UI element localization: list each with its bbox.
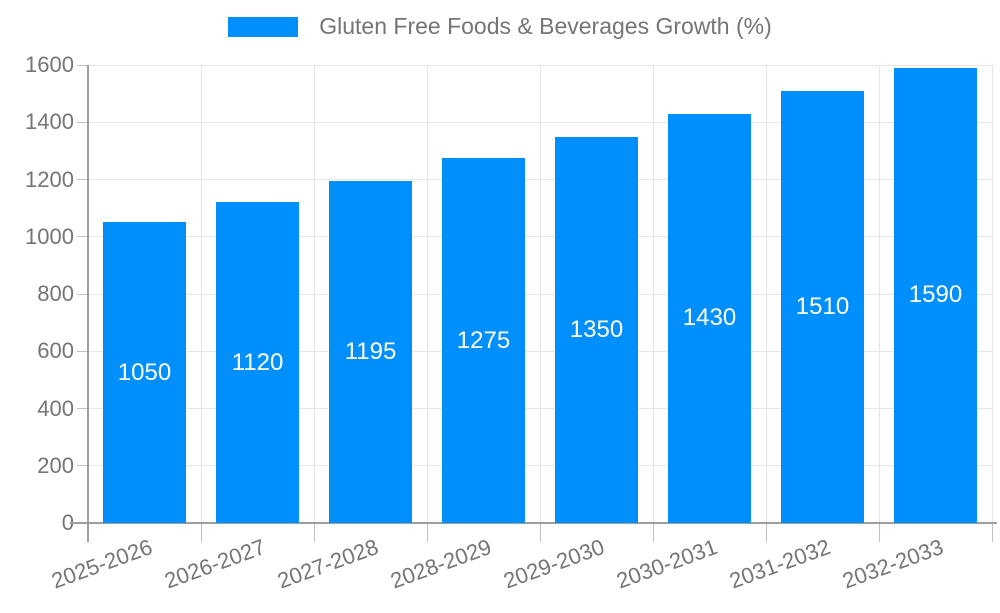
y-axis-tick-label: 600 bbox=[37, 338, 74, 364]
bar bbox=[216, 202, 299, 523]
y-tick bbox=[77, 236, 88, 238]
bar bbox=[442, 158, 525, 523]
bar-chart: Gluten Free Foods & Beverages Growth (%)… bbox=[0, 13, 1000, 593]
bar bbox=[555, 136, 638, 523]
x-tick bbox=[313, 523, 315, 542]
x-tick bbox=[539, 523, 541, 542]
x-gridline bbox=[313, 65, 315, 523]
x-tick bbox=[765, 523, 767, 542]
y-axis-tick-label: 200 bbox=[37, 452, 74, 478]
y-tick bbox=[77, 408, 88, 409]
bar-value-label: 1350 bbox=[569, 315, 624, 343]
x-gridline bbox=[991, 65, 993, 523]
x-tick bbox=[878, 523, 880, 542]
y-axis-tick-label: 1000 bbox=[25, 223, 74, 249]
x-axis-line bbox=[70, 522, 997, 524]
legend-label: Gluten Free Foods & Beverages Growth (%) bbox=[319, 13, 772, 39]
y-tick bbox=[77, 350, 88, 352]
bar-value-label: 1195 bbox=[344, 337, 397, 365]
y-axis-tick-label: 1400 bbox=[25, 109, 74, 135]
y-tick bbox=[77, 465, 88, 467]
bar bbox=[329, 180, 412, 523]
y-axis-tick-label: 1600 bbox=[25, 52, 74, 77]
y-tick bbox=[77, 121, 88, 123]
x-gridline bbox=[765, 65, 767, 523]
y-tick bbox=[77, 293, 88, 295]
x-tick bbox=[200, 523, 202, 542]
bar-value-label: 1590 bbox=[908, 281, 963, 309]
bar-value-label: 1050 bbox=[117, 358, 172, 386]
legend-swatch-icon bbox=[228, 16, 299, 37]
x-gridline bbox=[878, 65, 880, 523]
y-axis-tick-label: 800 bbox=[37, 281, 74, 306]
bar-value-label: 1275 bbox=[456, 326, 511, 354]
y-axis-line bbox=[87, 65, 89, 542]
y-tick bbox=[77, 64, 88, 66]
chart-legend: Gluten Free Foods & Beverages Growth (%) bbox=[0, 13, 1000, 40]
bar bbox=[894, 67, 977, 523]
y-tick bbox=[77, 179, 88, 180]
x-tick bbox=[652, 523, 654, 542]
y-axis-tick-label: 0 bbox=[61, 510, 74, 535]
bar bbox=[668, 113, 751, 523]
x-gridline bbox=[200, 65, 202, 523]
bar bbox=[781, 90, 864, 523]
bar-value-label: 1120 bbox=[231, 348, 284, 376]
bar-value-label: 1510 bbox=[795, 292, 850, 320]
bar bbox=[103, 222, 186, 523]
x-gridline bbox=[539, 65, 541, 523]
x-tick bbox=[426, 523, 428, 542]
x-gridline bbox=[426, 65, 428, 523]
bar-value-label: 1430 bbox=[682, 304, 737, 332]
x-tick bbox=[991, 523, 993, 542]
y-axis-tick-label: 1200 bbox=[25, 166, 74, 192]
x-gridline bbox=[652, 65, 654, 523]
plot-area: 0 200 400 600 800 1000 1200 1400 1600 1050 2025-20… bbox=[25, 52, 997, 593]
y-axis-tick-label: 400 bbox=[37, 395, 74, 421]
